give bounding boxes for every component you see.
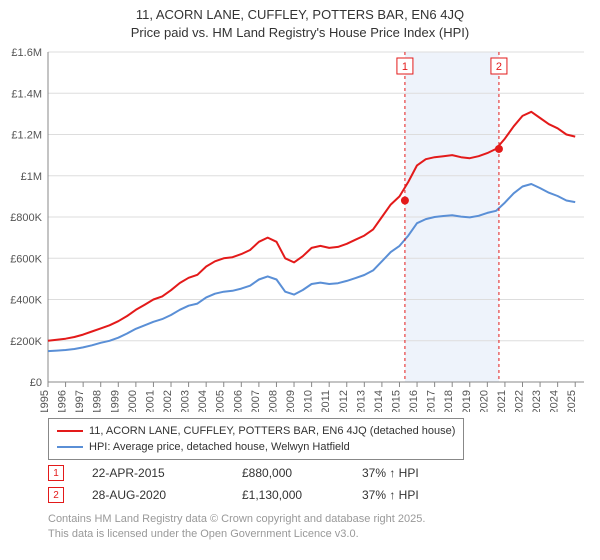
footer-line2: This data is licensed under the Open Gov… xyxy=(48,528,359,540)
sale-row-marker: 2 xyxy=(48,487,64,503)
xtick-label: 2010 xyxy=(303,390,315,412)
xtick-label: 1998 xyxy=(92,390,104,412)
sale-date: 22-APR-2015 xyxy=(92,466,242,480)
xtick-label: 2007 xyxy=(250,390,262,412)
xtick-label: 2020 xyxy=(478,390,490,412)
ytick-label: £1.4M xyxy=(11,88,42,100)
ytick-label: £200K xyxy=(10,336,42,348)
ytick-label: £400K xyxy=(10,295,42,307)
title-line1: 11, ACORN LANE, CUFFLEY, POTTERS BAR, EN… xyxy=(136,7,464,22)
footer-attribution: Contains HM Land Registry data © Crown c… xyxy=(48,512,425,542)
xtick-label: 2004 xyxy=(197,390,209,412)
legend-box: 11, ACORN LANE, CUFFLEY, POTTERS BAR, EN… xyxy=(48,418,464,460)
legend-label: 11, ACORN LANE, CUFFLEY, POTTERS BAR, EN… xyxy=(89,423,455,439)
xtick-label: 2012 xyxy=(338,390,350,412)
sale-pct: 37% ↑ HPI xyxy=(362,488,452,502)
xtick-label: 2022 xyxy=(513,390,525,412)
xtick-label: 2011 xyxy=(320,390,332,412)
xtick-label: 2006 xyxy=(232,390,244,412)
ytick-label: £1M xyxy=(21,171,42,183)
chart-area: £0 £200K £400K £600K £800K £1M £1.2M £1.4M £1.6M… xyxy=(0,42,600,412)
xtick-label: 2013 xyxy=(355,390,367,412)
sale-date: 28-AUG-2020 xyxy=(92,488,242,502)
xtick-label: 1999 xyxy=(109,390,121,412)
sale-price: £880,000 xyxy=(242,466,362,480)
sale-row-marker: 1 xyxy=(48,465,64,481)
xtick-label: 2019 xyxy=(461,390,473,412)
sale-price: £1,130,000 xyxy=(242,488,362,502)
ytick-label: £800K xyxy=(10,212,42,224)
sale-marker-num: 2 xyxy=(496,61,502,73)
ytick-label: £600K xyxy=(10,253,42,265)
xtick-label: 2016 xyxy=(408,390,420,412)
page-root: 11, ACORN LANE, CUFFLEY, POTTERS BAR, EN… xyxy=(0,0,600,560)
title-line2: Price paid vs. HM Land Registry's House … xyxy=(131,25,469,40)
sales-list: 1 22-APR-2015£880,00037% ↑ HPI 2 28-AUG-202… xyxy=(48,462,452,506)
xtick-label: 2003 xyxy=(180,390,192,412)
xtick-label: 1995 xyxy=(39,390,51,412)
xtick-label: 2023 xyxy=(531,390,543,412)
chart-title: 11, ACORN LANE, CUFFLEY, POTTERS BAR, EN… xyxy=(0,0,600,41)
xtick-label: 1996 xyxy=(57,390,69,412)
legend-row: HPI: Average price, detached house, Welw… xyxy=(57,439,455,455)
xtick-label: 1997 xyxy=(74,390,86,412)
xtick-label: 2015 xyxy=(390,390,402,412)
xtick-label: 2018 xyxy=(443,390,455,412)
chart-svg: £0 £200K £400K £600K £800K £1M £1.2M £1.4M £1.6M… xyxy=(0,42,600,412)
sale-pct: 37% ↑ HPI xyxy=(362,466,452,480)
xtick-label: 2021 xyxy=(496,390,508,412)
footer-line1: Contains HM Land Registry data © Crown c… xyxy=(48,513,425,525)
xtick-label: 2008 xyxy=(267,390,279,412)
xtick-label: 2017 xyxy=(426,390,438,412)
xtick-label: 2009 xyxy=(285,390,297,412)
legend-row: 11, ACORN LANE, CUFFLEY, POTTERS BAR, EN… xyxy=(57,423,455,439)
xtick-label: 2005 xyxy=(215,390,227,412)
xtick-label: 2025 xyxy=(566,390,578,412)
sale-row: 2 28-AUG-2020£1,130,00037% ↑ HPI xyxy=(48,484,452,506)
ytick-label: £0 xyxy=(30,377,42,389)
ytick-label: £1.2M xyxy=(11,130,42,142)
xtick-label: 2001 xyxy=(144,390,156,412)
sale-marker-num: 1 xyxy=(402,61,408,73)
xtick-label: 2000 xyxy=(127,390,139,412)
legend-swatch xyxy=(57,430,83,432)
legend-label: HPI: Average price, detached house, Welw… xyxy=(89,439,350,455)
ytick-label: £1.6M xyxy=(11,47,42,59)
sale-marker-dot xyxy=(495,145,503,153)
xtick-label: 2002 xyxy=(162,390,174,412)
xtick-label: 2024 xyxy=(549,390,561,412)
sale-row: 1 22-APR-2015£880,00037% ↑ HPI xyxy=(48,462,452,484)
legend-swatch xyxy=(57,446,83,448)
xtick-label: 2014 xyxy=(373,390,385,412)
sale-marker-dot xyxy=(401,197,409,205)
